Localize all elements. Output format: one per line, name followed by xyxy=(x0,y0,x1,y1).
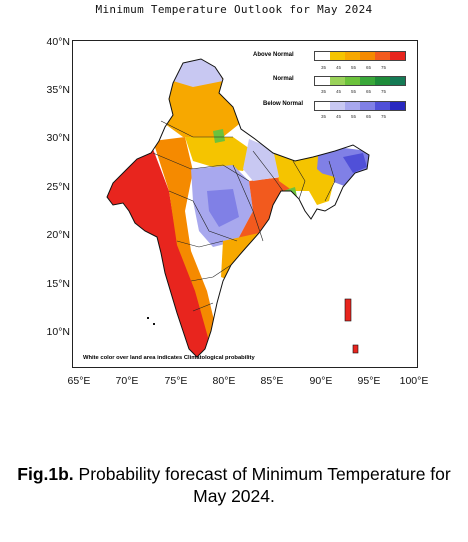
legend-below-swatch xyxy=(390,102,405,110)
legend-above-swatch xyxy=(315,52,330,60)
tick: 45 xyxy=(336,65,342,70)
tick: 75 xyxy=(381,114,387,119)
legend-normal-swatch xyxy=(330,77,345,85)
tick: 55 xyxy=(351,89,357,94)
below-normal-northeast-core xyxy=(343,153,367,173)
lon-label-85: 85°E xyxy=(260,375,284,387)
lon-label-90: 90°E xyxy=(309,375,333,387)
legend-below-swatch xyxy=(360,102,375,110)
legend-above-swatch xyxy=(345,52,360,60)
figure-caption: Fig.1b. Probability forecast of Minimum … xyxy=(0,463,468,507)
legend-below-normal: Below Normal 35 45 55 65 75 xyxy=(251,101,416,131)
legend-normal-swatch xyxy=(375,77,390,85)
legend-normal-label: Normal xyxy=(273,76,294,82)
map-frame: Above Normal Normal 35 45 55 65 75 Below… xyxy=(72,40,418,368)
lon-label-80: 80°E xyxy=(212,375,236,387)
lat-label-15: 15°N xyxy=(46,278,70,290)
legend-above-swatch xyxy=(375,52,390,60)
normal-patch-1 xyxy=(213,129,225,143)
legend-above-colorbar xyxy=(314,51,406,61)
tick: 35 xyxy=(321,89,327,94)
legend-above-swatch xyxy=(390,52,405,60)
lat-label-10: 10°N xyxy=(46,326,70,338)
tick: 65 xyxy=(366,114,372,119)
above-normal-northeast-south xyxy=(309,171,335,205)
india-outline xyxy=(106,58,370,358)
legend-normal-ticks: 35 45 55 65 75 xyxy=(321,89,396,94)
legend-below-swatch xyxy=(345,102,360,110)
tick: 75 xyxy=(381,89,387,94)
legend-above-swatch xyxy=(360,52,375,60)
india-probability-map xyxy=(106,58,370,358)
lon-label-95: 95°E xyxy=(357,375,381,387)
legend-above-ticks: 35 45 55 65 75 xyxy=(321,65,396,70)
tick: 55 xyxy=(351,114,357,119)
legend-below-label: Below Normal xyxy=(263,101,304,107)
legend-above-normal: Above Normal xyxy=(251,51,416,81)
legend-normal-swatch xyxy=(315,77,330,85)
lat-label-25: 25°N xyxy=(46,181,70,193)
tick: 45 xyxy=(336,114,342,119)
legend-below-swatch xyxy=(330,102,345,110)
lat-label-30: 30°N xyxy=(46,132,70,144)
legend-normal-swatch xyxy=(360,77,375,85)
lat-label-40: 40°N xyxy=(46,36,70,48)
map-title: Minimum Temperature Outlook for May 2024 xyxy=(95,3,373,16)
lat-label-20: 20°N xyxy=(46,229,70,241)
below-normal-kashmir xyxy=(173,59,223,87)
legend-below-swatch xyxy=(315,102,330,110)
legend-below-colorbar xyxy=(314,101,406,111)
legend-normal-colorbar xyxy=(314,76,406,86)
legend-below-swatch xyxy=(375,102,390,110)
legend-normal: Normal 35 45 55 65 75 xyxy=(251,76,416,106)
climatology-note: White color over land area indicates Cli… xyxy=(83,355,255,361)
tick: 55 xyxy=(351,65,357,70)
legend-normal-swatch xyxy=(390,77,405,85)
tick: 75 xyxy=(381,65,387,70)
lon-label-70: 70°E xyxy=(115,375,139,387)
tick: 45 xyxy=(336,89,342,94)
legend-normal-swatch xyxy=(345,77,360,85)
tick: 65 xyxy=(366,65,372,70)
caption-text: Probability forecast of Minimum Temperat… xyxy=(73,464,451,506)
lon-label-65: 65°E xyxy=(67,375,91,387)
tick: 65 xyxy=(366,89,372,94)
lat-label-35: 35°N xyxy=(46,84,70,96)
above-normal-gangetic xyxy=(185,137,253,171)
legend-below-ticks: 35 45 55 65 75 xyxy=(321,114,396,119)
legend-above-swatch xyxy=(330,52,345,60)
tick: 35 xyxy=(321,114,327,119)
lakshadweep-islands xyxy=(147,317,155,325)
lon-label-100: 100°E xyxy=(399,375,429,387)
above-normal-central-west xyxy=(153,137,219,341)
tick: 35 xyxy=(321,65,327,70)
below-normal-central-core xyxy=(207,189,239,227)
lon-label-75: 75°E xyxy=(164,375,188,387)
andaman-nicobar-islands xyxy=(344,298,359,354)
state-boundaries xyxy=(152,120,336,312)
legend-above-label: Above Normal xyxy=(253,52,294,58)
below-normal-east-central xyxy=(243,139,279,181)
caption-prefix: Fig.1b. xyxy=(17,464,74,484)
